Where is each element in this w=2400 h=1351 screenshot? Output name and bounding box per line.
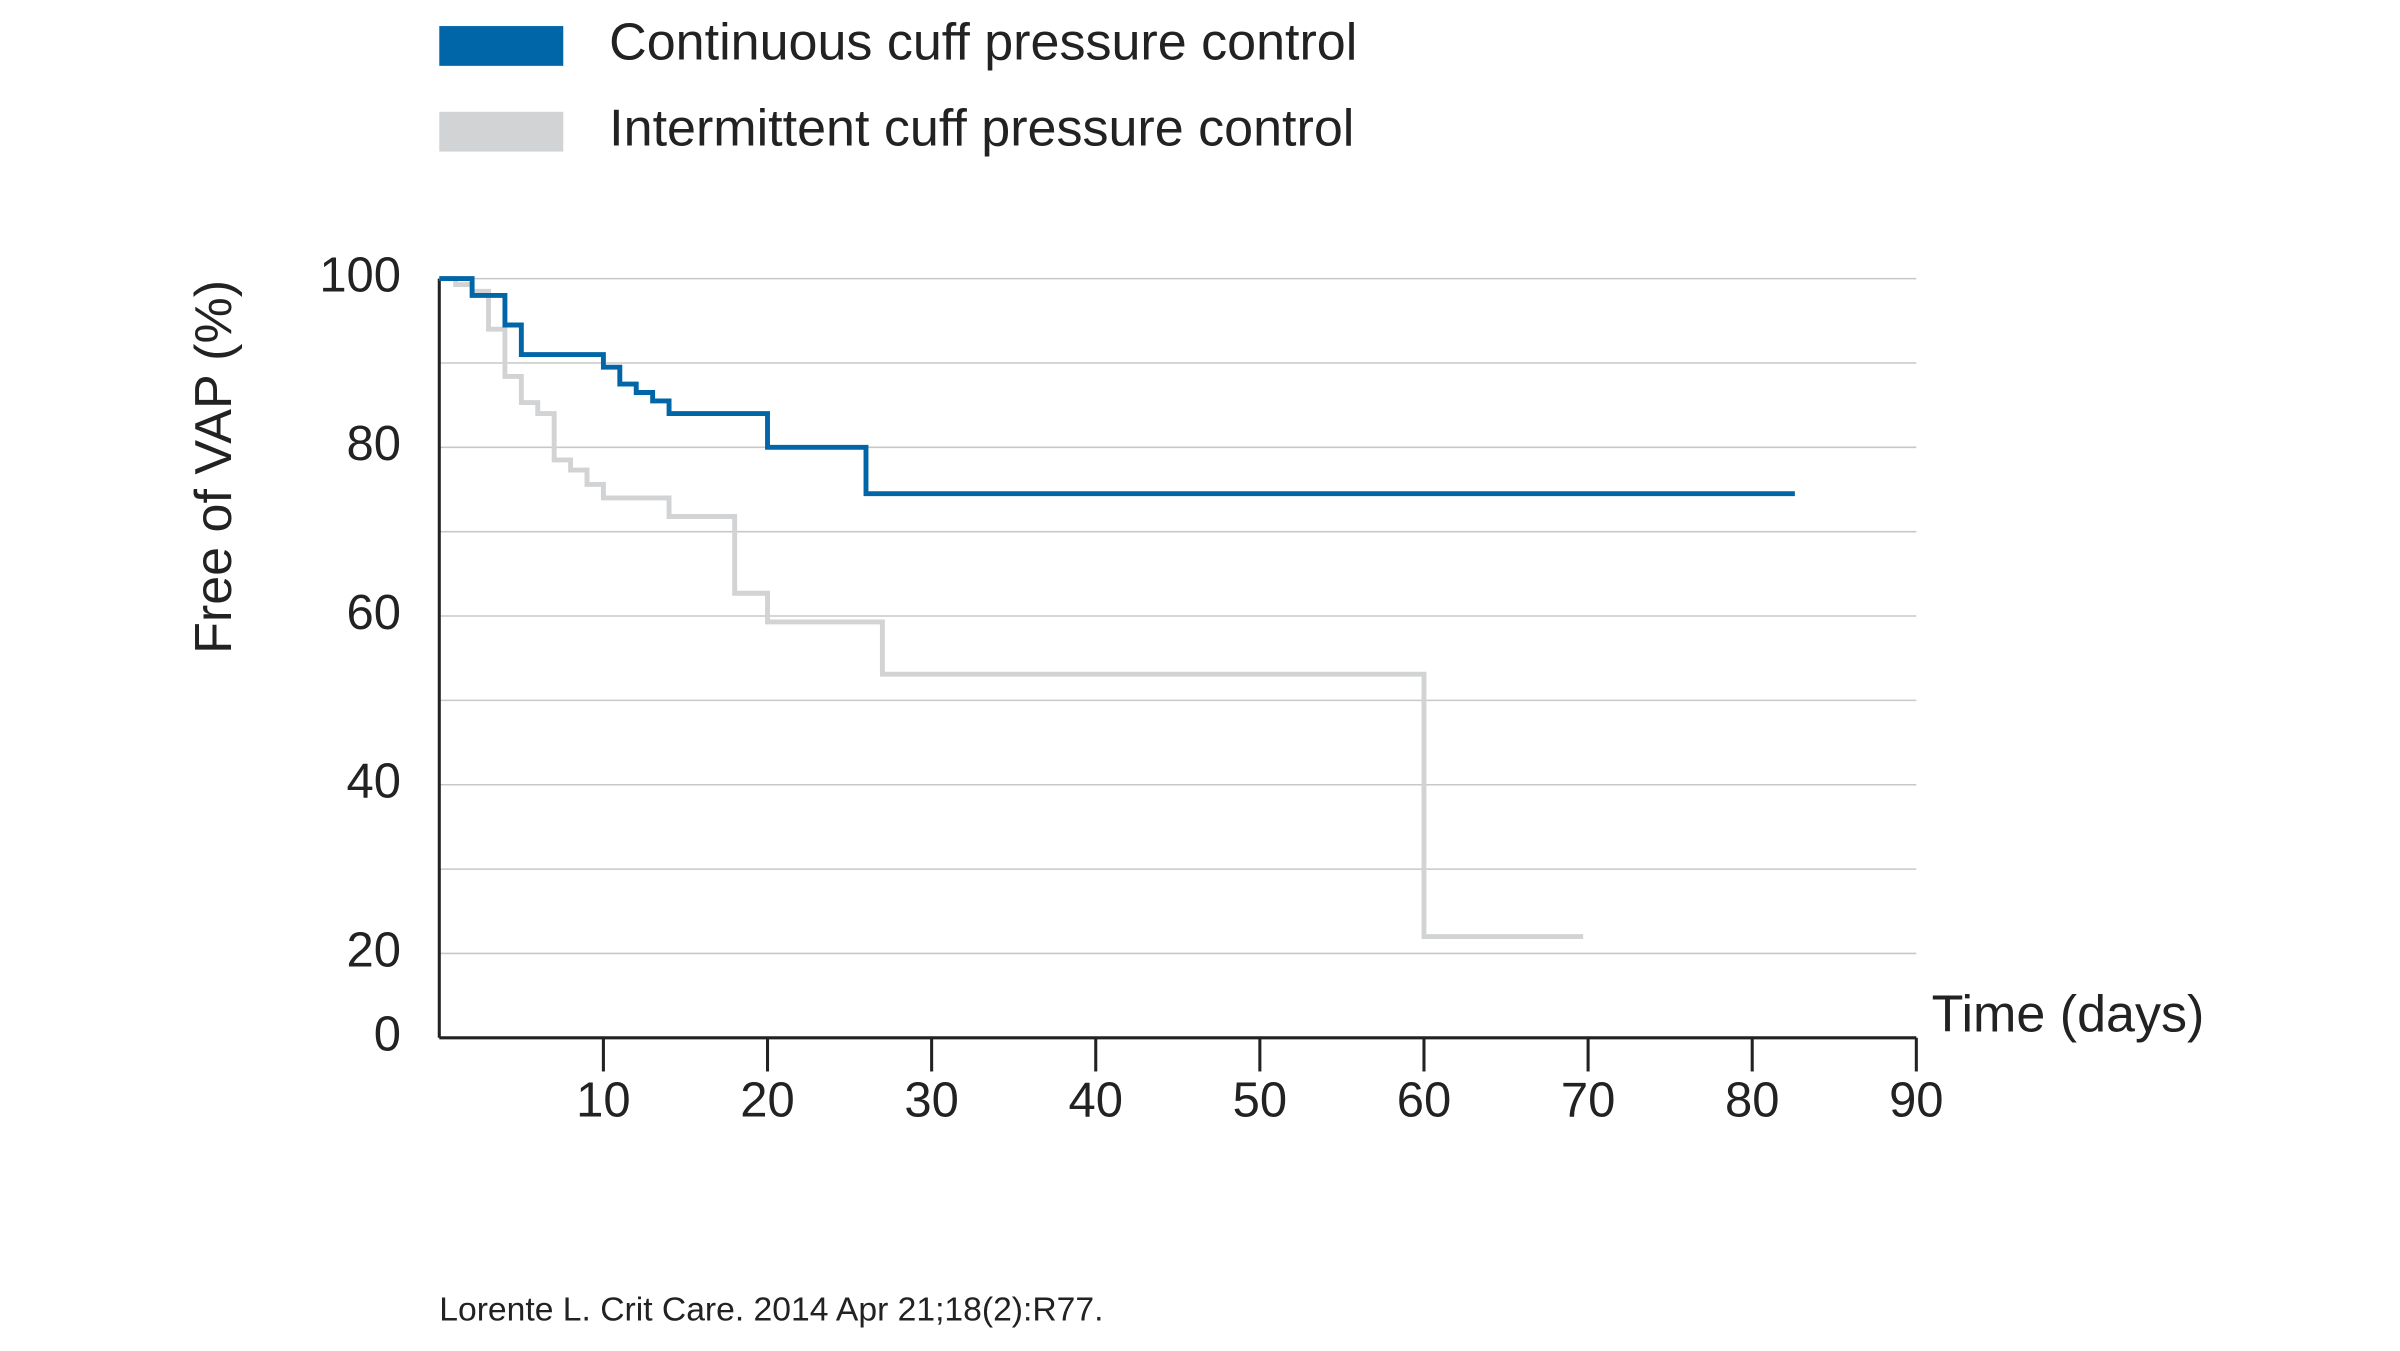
y-axis-title: Free of VAP (%) bbox=[185, 280, 243, 654]
x-tick-label: 30 bbox=[904, 1074, 958, 1128]
origin-label: 0 bbox=[374, 1008, 401, 1062]
survival-line bbox=[439, 276, 1584, 940]
legend-swatch bbox=[439, 26, 564, 66]
y-tick-label: 80 bbox=[347, 417, 401, 471]
x-tick-label: 60 bbox=[1397, 1074, 1451, 1128]
x-tick-label: 50 bbox=[1233, 1074, 1287, 1128]
y-tick-label: 40 bbox=[347, 755, 401, 809]
y-tick-label: 100 bbox=[319, 249, 401, 303]
x-tick-label: 10 bbox=[576, 1074, 630, 1128]
legend-label: Intermittent cuff pressure control bbox=[609, 99, 1354, 157]
survival-line bbox=[439, 276, 1795, 497]
legend-swatch bbox=[439, 111, 564, 152]
y-tick-label: 60 bbox=[347, 586, 401, 640]
legend-label: Continuous cuff pressure control bbox=[609, 14, 1357, 72]
x-axis-title: Time (days) bbox=[1932, 986, 2205, 1044]
x-tick-label: 90 bbox=[1889, 1074, 1943, 1128]
x-tick-label: 80 bbox=[1725, 1074, 1779, 1128]
x-tick-label: 70 bbox=[1561, 1074, 1615, 1128]
source-note: Lorente L. Crit Care. 2014 Apr 21;18(2):… bbox=[439, 1292, 1103, 1329]
x-tick-label: 20 bbox=[740, 1074, 794, 1128]
y-tick-label: 20 bbox=[347, 923, 401, 977]
x-tick-label: 40 bbox=[1069, 1074, 1123, 1128]
